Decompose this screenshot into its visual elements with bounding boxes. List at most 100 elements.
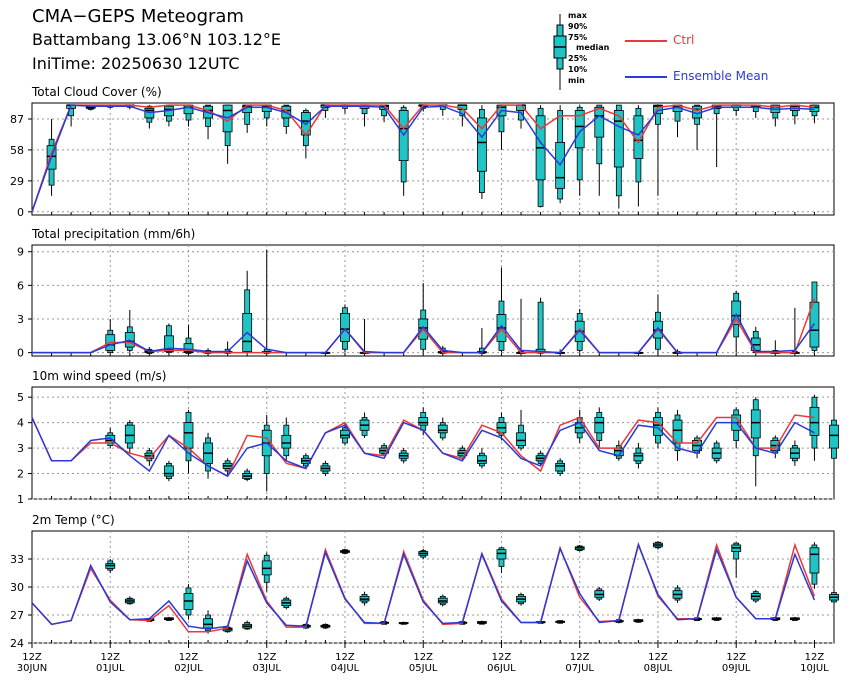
legend-label-p10: 10% xyxy=(568,64,588,74)
box-outer xyxy=(224,131,231,147)
ensemble-mean-line xyxy=(31,104,815,213)
box-inner xyxy=(477,117,487,172)
boxplot xyxy=(300,453,311,469)
y-tick-label: 0 xyxy=(17,347,24,360)
box-inner xyxy=(809,406,820,436)
box-outer xyxy=(811,572,818,585)
x-tick-label-date: 30JUN xyxy=(17,663,47,674)
box-outer xyxy=(811,434,818,449)
page-title: CMA−GEPS Meteogram xyxy=(32,6,244,27)
box-outer xyxy=(733,429,740,441)
boxplot xyxy=(555,620,566,624)
x-tick-label-date: 09JUL xyxy=(722,663,751,674)
boxplot xyxy=(359,104,370,127)
box-inner xyxy=(437,424,448,434)
box-inner xyxy=(633,452,644,462)
boxplot xyxy=(183,324,194,354)
boxplot xyxy=(496,412,507,441)
box-inner xyxy=(477,455,487,464)
boxplot xyxy=(105,559,116,573)
box-inner xyxy=(418,417,429,426)
box-outer xyxy=(263,424,270,431)
boxplot xyxy=(105,427,116,449)
boxplot xyxy=(496,267,507,353)
boxplot xyxy=(574,545,585,552)
box-outer xyxy=(713,107,720,115)
boxplot xyxy=(222,458,233,477)
panel-title: 10m wind speed (m/s) xyxy=(32,369,166,383)
x-tick-label-date: 10JUL xyxy=(800,663,829,674)
box-outer xyxy=(126,326,133,333)
boxplot xyxy=(731,290,742,353)
boxplot xyxy=(809,542,820,589)
boxplot xyxy=(574,105,585,196)
box-outer xyxy=(479,170,485,193)
boxplot xyxy=(477,620,487,625)
box-outer xyxy=(655,434,661,444)
box-outer xyxy=(655,311,661,322)
boxplot xyxy=(477,105,487,199)
box-outer xyxy=(655,337,661,350)
panel-title: Total Cloud Cover (%) xyxy=(31,85,162,99)
box-outer xyxy=(479,109,485,119)
boxplot xyxy=(124,596,135,605)
y-tick-label: 1 xyxy=(17,493,24,506)
box-outer xyxy=(576,147,583,181)
box-outer xyxy=(420,412,427,418)
boxplot xyxy=(340,304,350,353)
boxplot xyxy=(555,105,566,204)
boxplot xyxy=(359,412,370,438)
box-outer xyxy=(439,432,446,439)
ensemble-mean-line xyxy=(31,417,815,478)
boxplot xyxy=(731,542,742,578)
box-outer xyxy=(674,414,681,421)
box-inner xyxy=(496,549,507,560)
box-inner xyxy=(555,462,566,472)
box-outer xyxy=(655,412,661,418)
box-outer xyxy=(400,106,407,111)
boxplot xyxy=(398,448,409,464)
boxplot xyxy=(437,594,448,607)
box-outer xyxy=(283,424,290,436)
boxplot xyxy=(653,104,663,196)
y-tick-label: 30 xyxy=(10,581,24,594)
boxplot xyxy=(711,616,722,621)
panel-2: Total precipitation (mm/6h) 0 3 6 9 xyxy=(17,227,835,360)
legend-mean-swatch xyxy=(625,76,667,78)
boxplot xyxy=(340,548,350,555)
box-inner xyxy=(516,432,526,446)
box-outer xyxy=(107,329,114,336)
x-tick-label-time: 12Z xyxy=(335,652,355,663)
legend-label-p90: 90% xyxy=(568,21,588,31)
legend-label-p75: 75% xyxy=(568,32,588,42)
box-outer xyxy=(752,399,759,411)
box-outer xyxy=(185,113,192,121)
boxplot xyxy=(750,326,761,354)
boxplot xyxy=(829,417,839,464)
boxplot xyxy=(633,443,644,469)
x-tick-label-date: 04JUL xyxy=(331,663,360,674)
box-outer xyxy=(576,312,583,322)
box-outer xyxy=(263,111,270,119)
box-outer xyxy=(361,429,368,436)
x-tick-label-time: 12Z xyxy=(726,652,746,663)
legend-label-max: max xyxy=(568,11,587,20)
ensemble-mean-line xyxy=(31,542,816,630)
box-inner xyxy=(340,312,350,342)
box-inner xyxy=(613,110,624,168)
box-outer xyxy=(205,437,211,444)
boxplot xyxy=(281,417,292,461)
x-tick-label-time: 12Z xyxy=(22,652,42,663)
box-outer xyxy=(342,437,348,444)
box-outer xyxy=(302,134,309,147)
box-inner xyxy=(183,343,194,354)
box-outer xyxy=(537,179,544,207)
box-outer xyxy=(283,447,290,457)
box-outer xyxy=(244,289,251,314)
box-outer xyxy=(537,301,544,350)
boxplot xyxy=(398,621,409,625)
boxplot xyxy=(222,104,233,164)
legend-ctrl-label: Ctrl xyxy=(673,33,695,47)
y-tick-label: 4 xyxy=(17,417,24,430)
box-outer xyxy=(831,447,837,459)
